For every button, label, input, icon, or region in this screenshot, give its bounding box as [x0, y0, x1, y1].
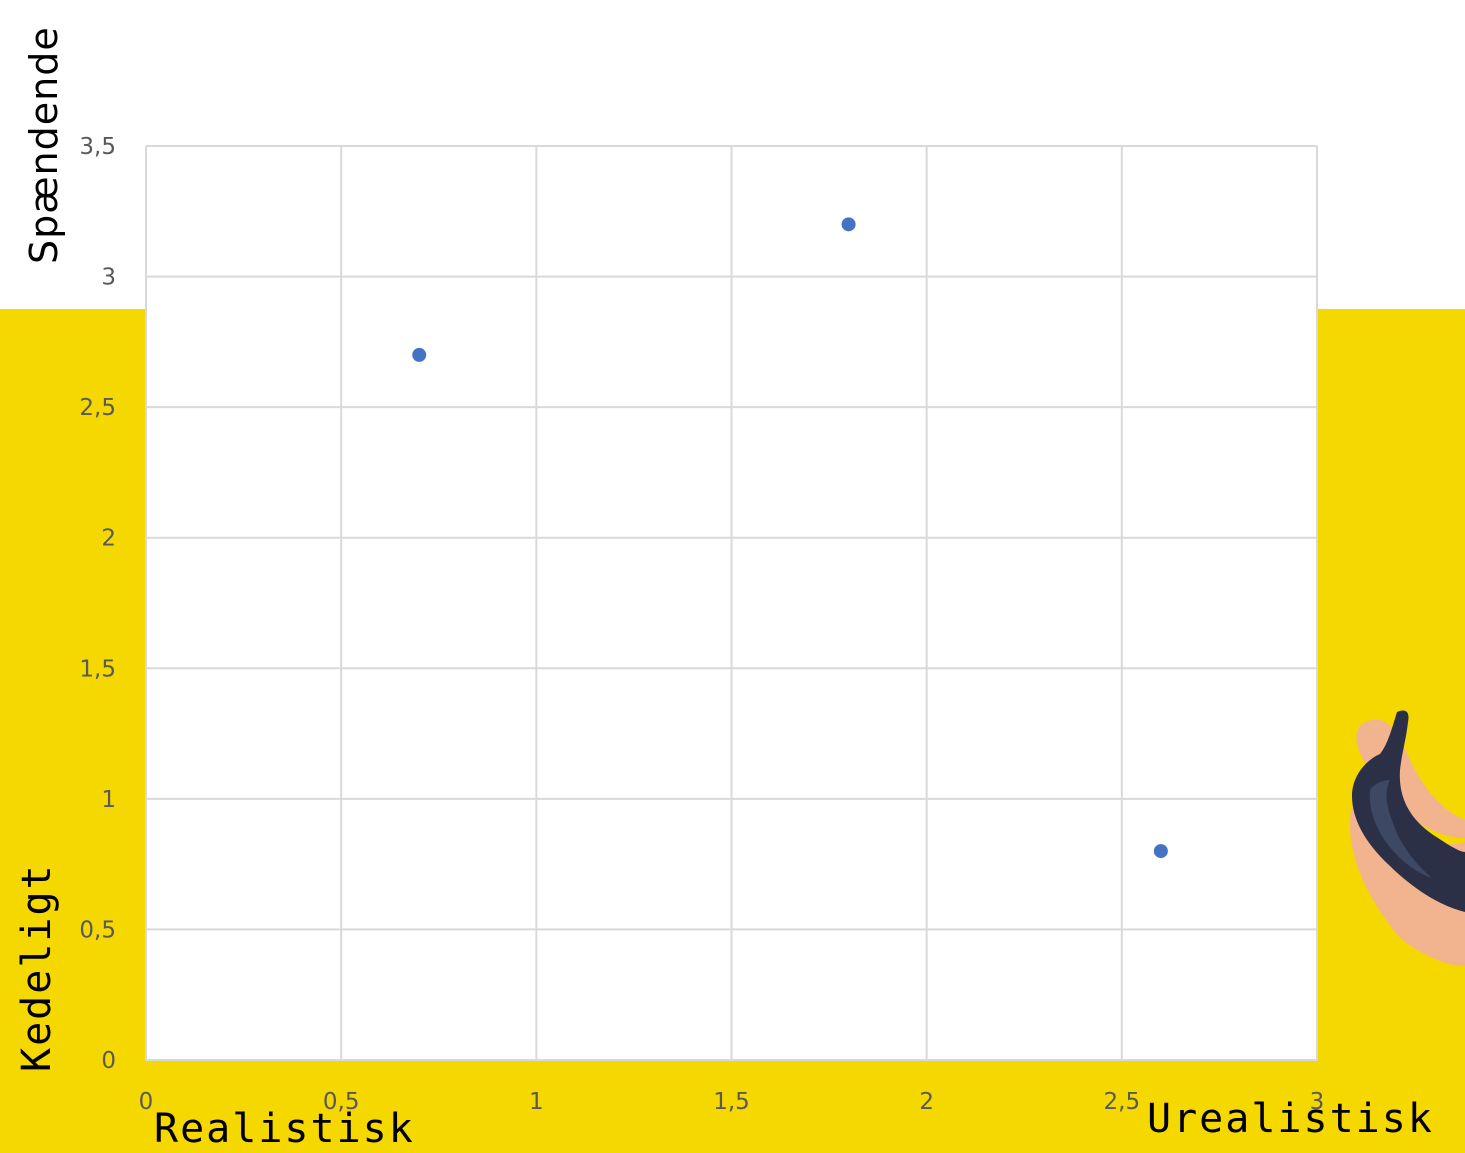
- banana-in-hand-icon: [1349, 710, 1465, 966]
- x-tick-label: 2,5: [1104, 1089, 1141, 1115]
- x-tick-label: 1: [529, 1089, 544, 1115]
- y-tick-label: 3,5: [79, 134, 116, 160]
- y-tick-label: 0: [101, 1048, 116, 1074]
- x-tick-label: 0: [139, 1089, 154, 1115]
- y-tick-label: 1,5: [79, 656, 116, 682]
- grid-lines: [145, 145, 1318, 1061]
- x-tick-label: 3: [1310, 1089, 1325, 1115]
- data-point: [412, 347, 427, 362]
- data-point: [1153, 844, 1168, 859]
- y-tick-label: 3: [101, 265, 116, 291]
- x-high-label: Urealistisk: [1147, 1096, 1434, 1142]
- y-tick-label: 1: [101, 787, 116, 813]
- x-tick-label: 2: [919, 1089, 934, 1115]
- y-high-label: Spændende: [22, 26, 66, 264]
- tick-labels: 0 0,5 1 1,5 2 2,5 3 0 0,5 1 1,5 2 2,5 3 3,5: [79, 134, 1324, 1115]
- x-low-label: Realistisk: [154, 1106, 415, 1152]
- x-tick-label: 1,5: [713, 1089, 750, 1115]
- data-point: [841, 217, 856, 232]
- x-tick-label: 0,5: [323, 1089, 360, 1115]
- data-points: [412, 217, 1168, 859]
- y-tick-label: 0,5: [79, 917, 116, 943]
- y-tick-label: 2,5: [79, 395, 116, 421]
- y-low-label: Kedeligt: [14, 863, 60, 1072]
- y-tick-label: 2: [101, 526, 116, 552]
